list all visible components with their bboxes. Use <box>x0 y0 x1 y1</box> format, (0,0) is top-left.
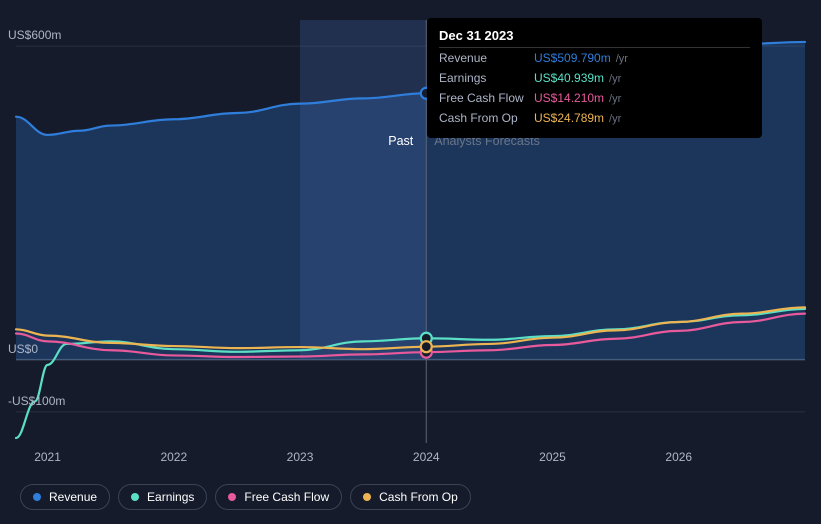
tooltip-unit: /yr <box>616 53 628 65</box>
legend-item-fcf[interactable]: Free Cash Flow <box>215 484 342 510</box>
legend-item-cfo[interactable]: Cash From Op <box>350 484 471 510</box>
tooltip-metric: Cash From Op <box>439 111 534 125</box>
legend-label: Revenue <box>49 490 97 504</box>
tooltip-row: Free Cash FlowUS$14.210m/yr <box>439 88 750 108</box>
tooltip-value: US$24.789m <box>534 111 604 125</box>
tooltip-unit: /yr <box>609 73 621 85</box>
y-tick-label: -US$100m <box>8 394 65 408</box>
tooltip-value: US$40.939m <box>534 71 604 85</box>
x-tick-label: 2025 <box>539 450 566 464</box>
x-tick-label: 2026 <box>665 450 692 464</box>
tooltip-date: Dec 31 2023 <box>439 28 750 48</box>
legend-item-revenue[interactable]: Revenue <box>20 484 110 510</box>
tooltip-value: US$509.790m <box>534 51 611 65</box>
legend-label: Cash From Op <box>379 490 458 504</box>
tooltip-metric: Revenue <box>439 51 534 65</box>
legend-label: Earnings <box>147 490 194 504</box>
legend-dot-icon <box>131 493 139 501</box>
legend-label: Free Cash Flow <box>244 490 329 504</box>
tooltip-value: US$14.210m <box>534 91 604 105</box>
x-tick-label: 2023 <box>287 450 314 464</box>
tooltip-unit: /yr <box>609 113 621 125</box>
tooltip-metric: Free Cash Flow <box>439 91 534 105</box>
legend: Revenue Earnings Free Cash Flow Cash From O… <box>20 484 471 510</box>
tooltip-row: Cash From OpUS$24.789m/yr <box>439 108 750 128</box>
x-tick-label: 2024 <box>413 450 440 464</box>
tooltip-row: RevenueUS$509.790m/yr <box>439 48 750 68</box>
legend-dot-icon <box>33 493 41 501</box>
legend-dot-icon <box>363 493 371 501</box>
tooltip: Dec 31 2023 RevenueUS$509.790m/yrEarning… <box>427 18 762 138</box>
tooltip-unit: /yr <box>609 93 621 105</box>
x-tick-label: 2022 <box>160 450 187 464</box>
y-tick-label: US$600m <box>8 28 61 42</box>
x-tick-label: 2021 <box>34 450 61 464</box>
y-tick-label: US$0 <box>8 342 38 356</box>
tooltip-metric: Earnings <box>439 71 534 85</box>
x-axis-labels: 2021 2022 2023 2024 2025 2026 <box>16 450 805 470</box>
section-label-past: Past <box>388 134 413 148</box>
legend-item-earnings[interactable]: Earnings <box>118 484 207 510</box>
financials-chart: US$600m US$0 -US$100m 2021 2022 2023 2024 2025… <box>0 0 821 524</box>
legend-dot-icon <box>228 493 236 501</box>
tooltip-row: EarningsUS$40.939m/yr <box>439 68 750 88</box>
